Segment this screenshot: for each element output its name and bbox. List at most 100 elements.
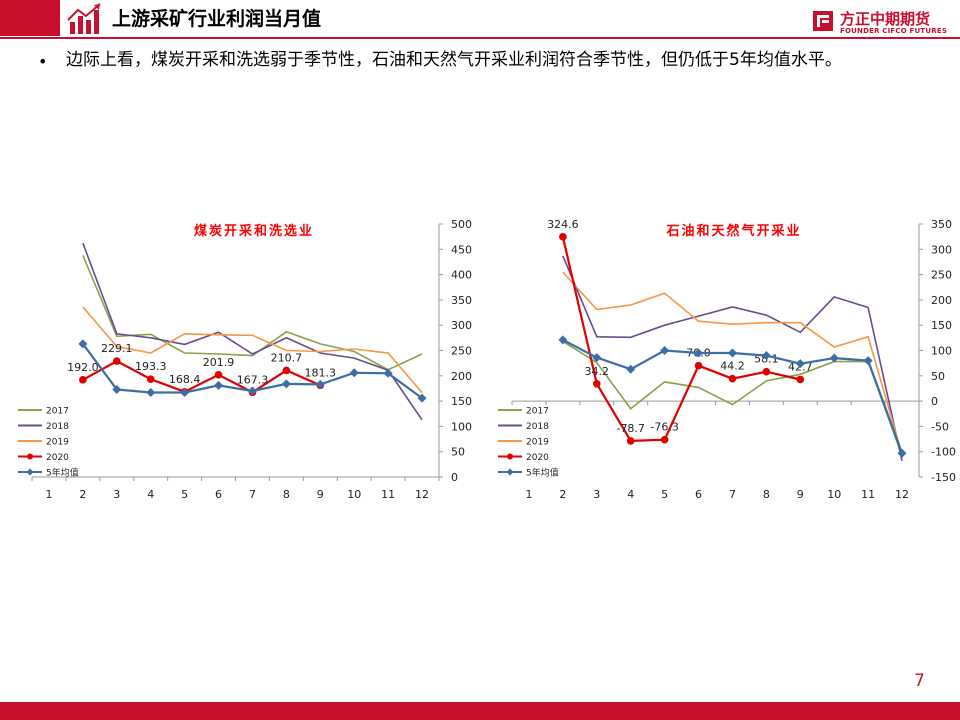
footer-accent-bar: [0, 702, 960, 720]
data-label: 167.3: [237, 373, 269, 386]
data-point: [559, 233, 567, 241]
data-point: [79, 376, 87, 384]
x-tick-label: 5: [181, 488, 188, 501]
data-point: [214, 380, 224, 390]
x-tick-label: 4: [627, 488, 634, 501]
page-title: 上游采矿行业利润当月值: [112, 8, 322, 30]
y-tick-label: 400: [451, 269, 472, 282]
data-point: [281, 379, 291, 389]
data-point: [112, 357, 121, 365]
logo-name-cn: 方正中期期货: [840, 10, 931, 28]
data-point: [863, 356, 873, 366]
x-tick-label: 10: [347, 488, 361, 501]
x-tick-label: 10: [827, 488, 841, 501]
x-tick-label: 4: [147, 488, 154, 501]
data-point: [694, 361, 703, 370]
data-point: [282, 366, 291, 375]
company-logo: 方正中期期货 FOUNDER CIFCO FUTURES: [812, 8, 952, 38]
legend-marker: [506, 468, 514, 476]
y-tick-label: 100: [931, 345, 952, 358]
x-tick-label: 3: [593, 488, 600, 501]
y-tick-label: -100: [931, 446, 956, 459]
legend-label: 2020: [526, 453, 549, 463]
x-tick-label: 6: [215, 488, 222, 501]
data-point: [214, 371, 223, 379]
y-tick-label: 200: [451, 370, 472, 383]
legend-label: 2018: [526, 422, 549, 432]
bullet-text: 边际上看，煤炭开采和洗选弱于季节性，石油和天然气开采业利润符合季节性，但仍低于5…: [66, 50, 842, 70]
series-line-2018: [82, 242, 423, 421]
data-point: [795, 359, 805, 369]
legend-marker: [26, 468, 34, 476]
x-tick-label: 2: [559, 488, 566, 501]
y-tick-label: 350: [451, 294, 472, 307]
data-point: [558, 335, 568, 345]
x-tick-label: 8: [283, 488, 290, 501]
data-label: 181.3: [305, 366, 337, 379]
y-tick-label: -150: [931, 471, 956, 484]
y-tick-label: 100: [451, 420, 472, 433]
data-point: [626, 437, 635, 445]
chart-title: 煤炭开采和洗选业: [194, 223, 314, 239]
x-tick-label: 8: [763, 488, 770, 501]
data-point: [694, 348, 704, 358]
data-point: [592, 353, 602, 363]
x-tick-label: 11: [861, 488, 875, 501]
data-point: [762, 367, 771, 376]
y-tick-label: 250: [931, 269, 952, 282]
data-label: 229.1: [101, 342, 133, 355]
data-point: [660, 346, 670, 355]
data-point: [146, 387, 156, 397]
series-line-2020: [561, 236, 801, 443]
x-tick-label: 12: [895, 488, 909, 501]
data-label: 192.0: [67, 361, 99, 374]
y-tick-label: -50: [931, 420, 949, 433]
legend-label: 5年均值: [46, 467, 79, 479]
x-tick-label: 7: [729, 488, 736, 501]
x-tick-label: 1: [45, 488, 52, 501]
y-tick-label: 300: [931, 243, 952, 256]
chart-title: 石油和天然气开采业: [665, 223, 801, 239]
logo-name-en: FOUNDER CIFCO FUTURES: [840, 27, 948, 35]
data-point: [728, 374, 737, 383]
data-point: [761, 351, 771, 361]
data-point: [78, 339, 88, 349]
y-tick-label: 250: [451, 345, 472, 358]
data-point: [383, 368, 393, 378]
x-tick-label: 11: [381, 488, 395, 501]
legend-marker: [27, 453, 33, 460]
legend-label: 2017: [46, 407, 69, 417]
header-accent-bar: [0, 0, 60, 36]
series-line-2020: [82, 359, 321, 394]
data-point: [660, 435, 669, 444]
legend-label: 2020: [46, 453, 69, 463]
data-point: [180, 387, 190, 397]
series-line-2019: [562, 271, 903, 455]
page-number: 7: [914, 671, 925, 691]
legend-marker: [507, 453, 513, 460]
x-tick-label: 1: [525, 488, 532, 501]
data-point: [796, 375, 805, 384]
x-tick-label: 9: [797, 488, 804, 501]
legend-label: 2017: [526, 407, 549, 417]
coal-mining-chart: 煤炭开采和洗选业 0 50 100 150 200 250 300 350 400 450 500 1 2…: [14, 210, 472, 510]
series-line-2018: [562, 255, 903, 461]
x-tick-label: 6: [695, 488, 702, 501]
y-tick-label: 500: [451, 218, 472, 231]
data-point: [315, 379, 325, 389]
data-point: [247, 386, 257, 396]
y-tick-label: 300: [451, 319, 472, 332]
data-point: [897, 448, 907, 458]
y-tick-label: 350: [931, 218, 952, 231]
y-tick-label: 50: [451, 446, 465, 459]
header-divider: [0, 37, 960, 39]
series-line-2017: [82, 255, 423, 371]
data-label: 324.6: [547, 218, 579, 231]
y-tick-label: 0: [931, 395, 938, 408]
series-line-2017: [562, 340, 903, 456]
data-label: 210.7: [271, 351, 303, 364]
series-line-2019: [82, 306, 423, 394]
data-label: 201.9: [203, 356, 235, 369]
data-point: [592, 379, 601, 388]
